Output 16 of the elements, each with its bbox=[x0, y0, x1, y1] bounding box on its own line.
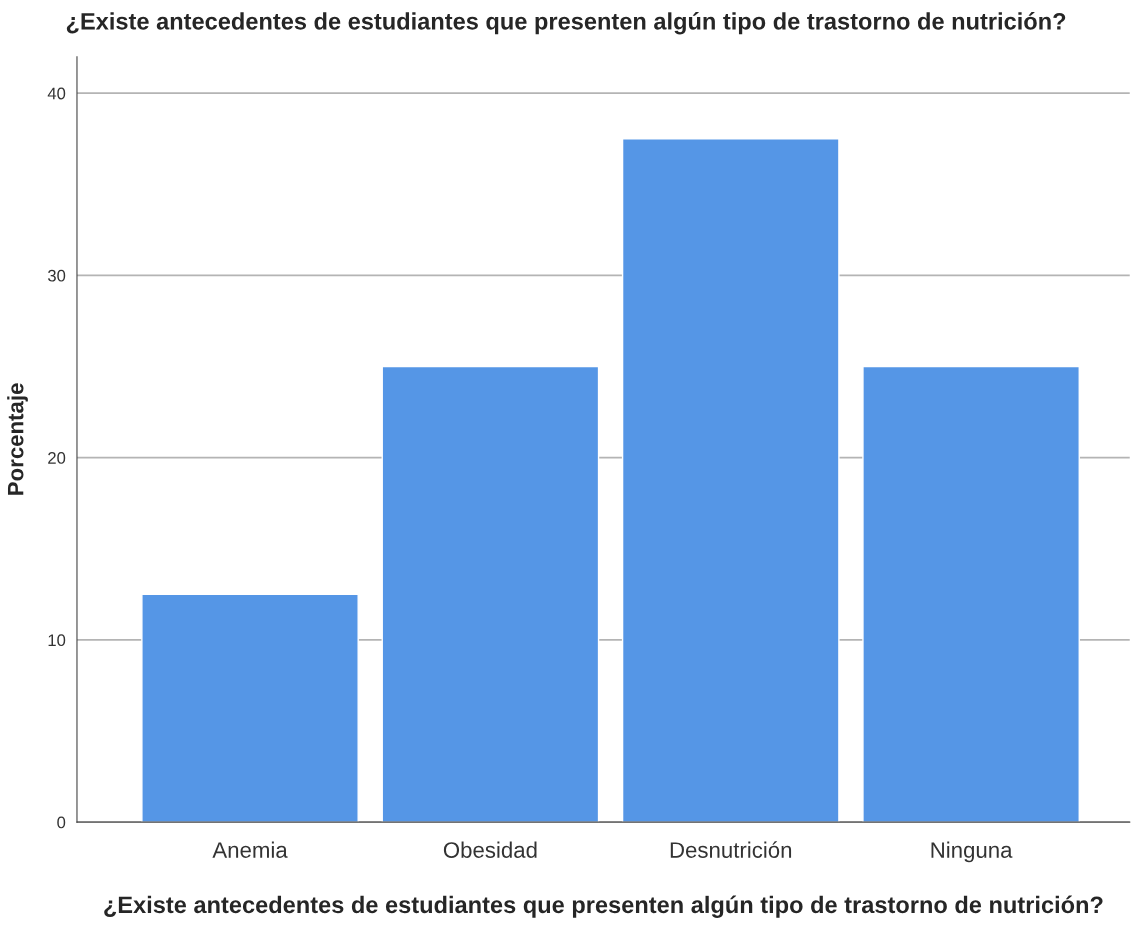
bar bbox=[621, 138, 840, 823]
bar bbox=[862, 365, 1080, 823]
x-tick-label: Desnutrición bbox=[670, 841, 792, 858]
chart-title: ¿Existe antecedentes de estudiantes que presenten algún tipo de trastorno de nutrición? bbox=[66, 12, 1066, 35]
x-tick-label: Obesidad bbox=[443, 841, 537, 858]
y-tick-label: 30 bbox=[47, 269, 66, 282]
x-tick-label: Anemia bbox=[212, 841, 288, 858]
y-tick-label: 10 bbox=[48, 634, 66, 647]
y-tick-label: 20 bbox=[48, 452, 66, 464]
bar bbox=[141, 593, 359, 823]
y-tick-label: 0 bbox=[57, 816, 66, 829]
y-axis-title: Porcentaje bbox=[7, 383, 28, 495]
x-axis-title: ¿Existe antecedentes de estudiantes que presenten algún tipo de trastorno de nutrición? bbox=[104, 895, 1103, 918]
x-tick-label: Ninguna bbox=[931, 841, 1013, 863]
bar bbox=[381, 365, 600, 823]
y-tick-label: 40 bbox=[47, 87, 66, 100]
